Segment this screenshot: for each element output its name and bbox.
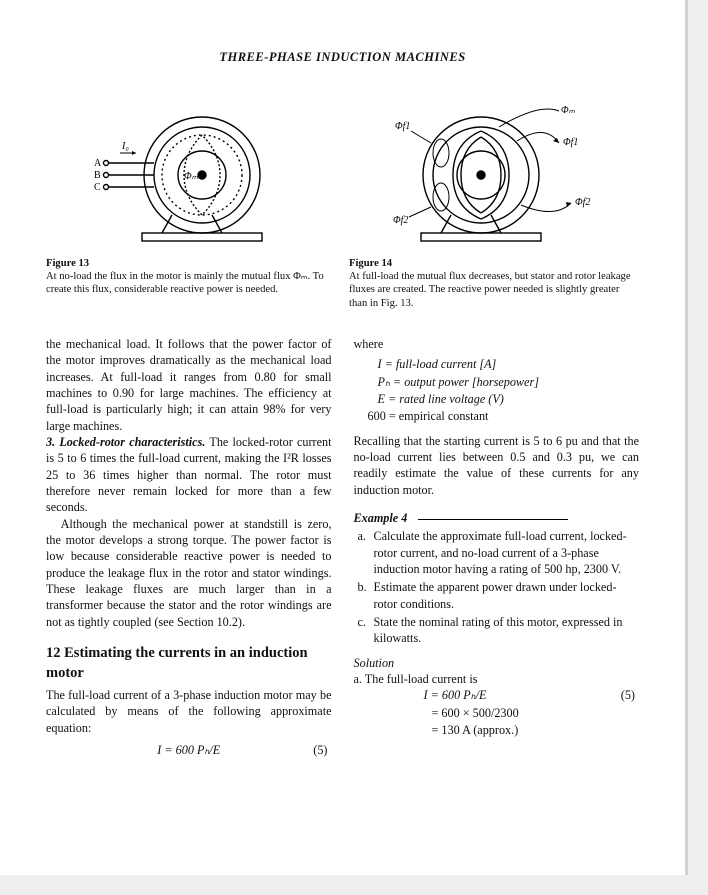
motor-no-load-icon: A B C I₀ Φₘ	[64, 83, 314, 253]
equation-5: I = 600 Pₕ/E (5)	[46, 742, 332, 758]
item-a-text: Calculate the approximate full-load curr…	[374, 528, 640, 577]
def-I: I = full-load current [A]	[378, 356, 640, 372]
figure-14: Φₘ Φf1 Φf2 Φf1 Φf2 Figure 14 At full-loa…	[349, 83, 639, 310]
item-c-label: c.	[358, 614, 374, 647]
body-columns: the mechanical load. It follows that the…	[46, 336, 639, 764]
def-E: E = rated line voltage (V)	[378, 391, 640, 407]
label-B: B	[94, 170, 101, 181]
example-item-a: a.Calculate the approximate full-load cu…	[358, 528, 640, 577]
example-4-header: Example 4	[354, 510, 640, 526]
calc-line1: I = 600 Pₕ/E	[424, 688, 487, 702]
item-a-label: a.	[358, 528, 374, 577]
def-Ph: Pₕ = output power [horsepower]	[378, 374, 640, 390]
right-column: where I = full-load current [A] Pₕ = out…	[354, 336, 640, 764]
motor-full-load-icon: Φₘ Φf1 Φf2 Φf1 Φf2	[349, 83, 639, 253]
equation-5-text: I = 600 Pₕ/E	[157, 743, 220, 757]
figure-13-title: Figure 13	[46, 257, 331, 270]
example-4-items: a.Calculate the approximate full-load cu…	[358, 528, 640, 646]
example-4-label: Example 4	[354, 510, 408, 526]
figures-row: A B C I₀ Φₘ Figure 13 At no-load the flu…	[46, 83, 639, 310]
example-item-c: c.State the nominal rating of this motor…	[358, 614, 640, 647]
figure-13-text: At no-load the flux in the motor is main…	[46, 271, 324, 295]
para-fl-current: The full-load current of a 3-phase induc…	[46, 687, 332, 736]
calc-line2: = 600 × 500/2300	[432, 705, 640, 721]
def-const: 600 = empirical constant	[368, 408, 640, 424]
label-phim-left: Φₘ	[184, 171, 199, 182]
label-phif1-r: Φf1	[563, 137, 578, 148]
label-Io: I₀	[121, 141, 129, 152]
label-phif1-l: Φf1	[395, 121, 410, 132]
solution-label: Solution	[354, 655, 640, 671]
equation-5-number: (5)	[313, 742, 327, 758]
para-pf: the mechanical load. It follows that the…	[46, 336, 332, 434]
label-C: C	[94, 182, 101, 193]
figure-14-title: Figure 14	[349, 257, 639, 270]
figure-13: A B C I₀ Φₘ Figure 13 At no-load the flu…	[46, 83, 331, 310]
para-locked-rotor: 3. Locked-rotor characteristics. The loc…	[46, 434, 332, 516]
locked-rotor-head: 3. Locked-rotor characteristics.	[46, 435, 205, 449]
solution-calc: I = 600 Pₕ/E (5) = 600 × 500/2300 = 130 …	[424, 687, 640, 738]
example-rule-icon	[418, 519, 568, 520]
item-b-label: b.	[358, 579, 374, 612]
page-title: THREE-PHASE INDUCTION MACHINES	[46, 50, 639, 65]
figure-14-caption: Figure 14 At full-load the mutual flux d…	[349, 257, 639, 310]
figure-13-caption: Figure 13 At no-load the flux in the mot…	[46, 257, 331, 297]
section-heading-12: 12 Estimating the currents in an inducti…	[46, 644, 332, 683]
label-phim-right: Φₘ	[561, 105, 576, 116]
calc-line1-num: (5)	[621, 687, 635, 703]
para-recall: Recalling that the starting current is 5…	[354, 433, 640, 498]
item-b-text: Estimate the apparent power drawn under …	[374, 579, 640, 612]
where-list: I = full-load current [A] Pₕ = output po…	[378, 356, 640, 424]
label-phif2-r: Φf2	[575, 197, 590, 208]
item-c-text: State the nominal rating of this motor, …	[374, 614, 640, 647]
page: THREE-PHASE INDUCTION MACHINES	[0, 0, 688, 875]
left-column: the mechanical load. It follows that the…	[46, 336, 332, 764]
calc-line3: = 130 A (approx.)	[432, 722, 640, 738]
where-label: where	[354, 336, 640, 352]
example-item-b: b.Estimate the apparent power drawn unde…	[358, 579, 640, 612]
solution-a-intro: a. The full-load current is	[354, 671, 640, 687]
para-standstill: Although the mechanical power at standst…	[46, 516, 332, 630]
label-phif2-l: Φf2	[393, 215, 408, 226]
figure-14-text: At full-load the mutual flux decreases, …	[349, 271, 631, 308]
label-A: A	[94, 158, 102, 169]
